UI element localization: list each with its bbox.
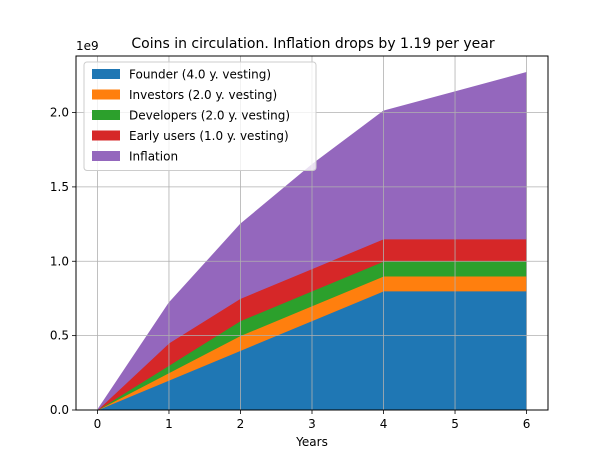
x-axis-label: Years bbox=[295, 435, 328, 449]
chart-title: Coins in circulation. Inflation drops by… bbox=[131, 36, 494, 52]
legend-label-1: Investors (2.0 y. vesting) bbox=[129, 88, 277, 102]
x-tick-label: 5 bbox=[451, 417, 459, 431]
legend-swatch-2 bbox=[92, 110, 120, 120]
legend-label-2: Developers (2.0 y. vesting) bbox=[129, 109, 290, 123]
x-tick-label: 3 bbox=[308, 417, 316, 431]
legend-swatch-3 bbox=[92, 130, 120, 141]
y-tick-label: 0.0 bbox=[50, 403, 69, 417]
y-tick-label: 1.5 bbox=[50, 180, 69, 194]
x-tick-label: 6 bbox=[523, 417, 531, 431]
y-offset-label: 1e9 bbox=[76, 39, 99, 53]
legend-swatch-4 bbox=[92, 151, 120, 161]
legend-label-3: Early users (1.0 y. vesting) bbox=[129, 129, 289, 143]
x-tick-label: 0 bbox=[94, 417, 102, 431]
legend-label-0: Founder (4.0 y. vesting) bbox=[129, 68, 271, 82]
legend-swatch-1 bbox=[92, 89, 120, 100]
y-tick-label: 1.0 bbox=[50, 254, 69, 268]
x-axis-ticks: 0 1 2 3 4 5 6 bbox=[94, 410, 531, 431]
y-tick-label: 2.0 bbox=[50, 106, 69, 120]
x-tick-label: 2 bbox=[237, 417, 245, 431]
x-tick-label: 1 bbox=[165, 417, 173, 431]
x-tick-label: 4 bbox=[380, 417, 388, 431]
y-tick-label: 0.5 bbox=[50, 329, 69, 343]
legend-frame bbox=[83, 61, 317, 171]
legend-swatch-0 bbox=[92, 69, 120, 79]
y-axis-ticks: 0.0 0.5 1.0 1.5 2.0 bbox=[50, 106, 76, 417]
legend: Founder (4.0 y. vesting) Investors (2.0 y… bbox=[83, 61, 317, 171]
legend-label-4: Inflation bbox=[129, 150, 178, 164]
